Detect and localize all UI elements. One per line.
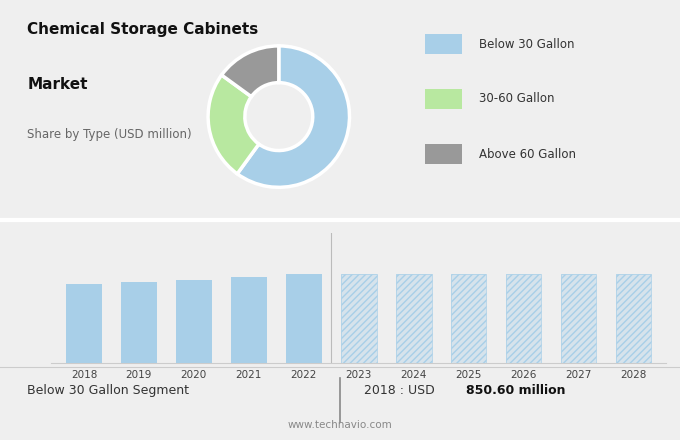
Text: Below 30 Gallon: Below 30 Gallon bbox=[479, 37, 575, 51]
Text: Share by Type (USD million): Share by Type (USD million) bbox=[27, 128, 192, 141]
Bar bbox=[341, 274, 377, 363]
Bar bbox=[121, 282, 157, 363]
Wedge shape bbox=[222, 46, 279, 97]
Bar bbox=[66, 284, 102, 363]
Bar bbox=[560, 274, 596, 363]
Text: 850.60 million: 850.60 million bbox=[466, 384, 565, 397]
FancyBboxPatch shape bbox=[425, 89, 462, 109]
Bar bbox=[506, 274, 541, 363]
Bar bbox=[615, 274, 651, 363]
Text: Above 60 Gallon: Above 60 Gallon bbox=[479, 147, 577, 161]
Bar bbox=[341, 274, 377, 363]
Wedge shape bbox=[208, 75, 259, 174]
FancyBboxPatch shape bbox=[425, 34, 462, 54]
Text: 2018 : USD: 2018 : USD bbox=[364, 384, 439, 397]
Bar bbox=[231, 277, 267, 363]
Wedge shape bbox=[237, 46, 350, 187]
Bar bbox=[506, 274, 541, 363]
FancyBboxPatch shape bbox=[425, 144, 462, 164]
Bar bbox=[615, 274, 651, 363]
Text: Market: Market bbox=[27, 77, 88, 92]
Text: www.technavio.com: www.technavio.com bbox=[288, 421, 392, 430]
Bar bbox=[451, 274, 486, 363]
Text: Below 30 Gallon Segment: Below 30 Gallon Segment bbox=[27, 384, 189, 397]
Text: 30-60 Gallon: 30-60 Gallon bbox=[479, 92, 555, 106]
Bar bbox=[396, 274, 432, 363]
Bar bbox=[560, 274, 596, 363]
Bar bbox=[286, 274, 322, 363]
Bar bbox=[396, 274, 432, 363]
Bar bbox=[176, 280, 211, 363]
Text: Chemical Storage Cabinets: Chemical Storage Cabinets bbox=[27, 22, 258, 37]
Bar bbox=[451, 274, 486, 363]
